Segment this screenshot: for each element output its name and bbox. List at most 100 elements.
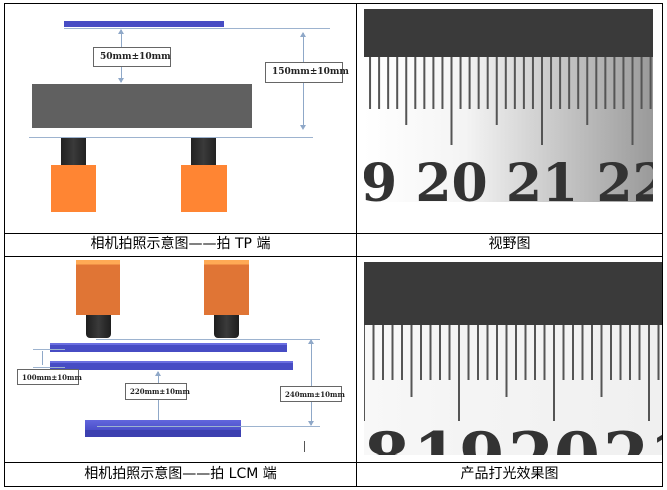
ruler-tick (568, 57, 571, 109)
ruler-tick (649, 57, 652, 109)
ruler-tick (629, 325, 631, 380)
ruler-number: 19 (364, 153, 397, 202)
ruler-tick (534, 325, 536, 380)
ruler-number: 22 (596, 153, 653, 202)
guide-line (33, 367, 65, 368)
camera-body (51, 165, 96, 212)
ruler-tick (515, 325, 517, 380)
ruler-tick (486, 57, 489, 109)
ruler-tick (441, 57, 444, 109)
ruler-tick (391, 325, 394, 380)
table-border (356, 3, 357, 487)
ruler-tick (477, 57, 480, 109)
middle-label: 220mm±10mm (125, 383, 190, 400)
gap-label: 50mm±10mm (93, 47, 171, 67)
ruler-tick (423, 57, 426, 109)
table-border (4, 462, 663, 463)
table-border (4, 3, 663, 4)
ruler-tick (595, 57, 598, 109)
ruler-tick (467, 325, 470, 380)
ruler-tick (591, 325, 593, 380)
ruler-tick (631, 57, 634, 145)
gap-label: 100mm±10mm (17, 369, 82, 385)
ruler-tick (613, 57, 616, 109)
camera-lens (191, 138, 216, 165)
ruler-tick (524, 325, 527, 380)
caption-tp: 相机拍照示意图——拍 TP 端 (90, 236, 271, 252)
ruler-tick (364, 325, 365, 421)
ruler-dark-edge (364, 262, 662, 325)
ruler-number: 20 (508, 418, 600, 455)
arrow-head-icon (118, 29, 124, 34)
lcm-panel (50, 361, 293, 370)
ruler-tick (496, 325, 498, 380)
ruler-tick (577, 57, 580, 109)
table-border (4, 233, 663, 234)
module-block (32, 84, 252, 128)
dimension-arrow (311, 340, 312, 425)
caption-fov: 视野图 (488, 236, 531, 252)
tp-panel (64, 21, 224, 27)
field-of-view-photo: 19 20 21 22 (364, 9, 653, 202)
arrow-head-icon (308, 421, 314, 426)
ruler-tick (586, 57, 589, 125)
table-border (4, 486, 663, 487)
ruler-tick (468, 57, 471, 109)
ruler-tick (622, 57, 625, 109)
ruler-tick (477, 325, 479, 380)
ruler-tick (648, 325, 650, 421)
ruler-number: 19 (413, 418, 505, 455)
ruler-tick (439, 325, 441, 380)
ruler-tick (531, 57, 534, 109)
caption-lighting: 产品打光效果图 (460, 466, 559, 482)
ruler-tick (562, 325, 565, 380)
ruler-tick (448, 325, 451, 380)
ruler-tick (657, 325, 660, 380)
guide-line (97, 426, 320, 427)
ruler-tick (450, 57, 453, 145)
guide-line (33, 349, 65, 350)
camera-lens (86, 315, 111, 338)
ruler-number: 21 (506, 153, 578, 202)
ruler-tick (369, 57, 372, 109)
ruler-tick (429, 325, 432, 380)
arrow-head-icon (300, 32, 306, 37)
total-label: 150mm±10mm (265, 62, 349, 83)
ruler-tick (581, 325, 584, 380)
arrow-head-icon (118, 78, 124, 83)
ruler-tick (638, 325, 641, 380)
arrow-head-icon (300, 125, 306, 130)
ruler-tick (600, 325, 603, 397)
ruler-tick (459, 57, 462, 109)
camera-body (204, 260, 249, 315)
ruler-tick (610, 325, 612, 380)
ruler-tick (458, 325, 460, 421)
ruler-tick (522, 57, 525, 109)
ruler-tick (550, 57, 553, 109)
ruler-tick (640, 57, 643, 109)
ruler-dark-edge (364, 9, 653, 57)
ruler-tick (505, 325, 508, 397)
cursor-mark (304, 441, 305, 452)
ruler-number: 20 (415, 153, 487, 202)
bottom-panel (85, 420, 241, 437)
lcm-panel (50, 343, 287, 352)
table-border (662, 3, 663, 487)
guide-line (64, 28, 330, 29)
ruler-tick (541, 57, 543, 145)
arrow-head-icon (308, 339, 314, 344)
table-border (4, 256, 663, 257)
ruler-tick (486, 325, 489, 380)
ruler-tick (387, 57, 390, 109)
ruler-tick (420, 325, 422, 380)
ruler-number: 21 (603, 418, 662, 455)
ruler-tick (504, 57, 507, 109)
ruler-tick (559, 57, 562, 109)
table-border (4, 3, 5, 487)
ruler-number: 18 (364, 418, 410, 455)
ruler-tick (372, 325, 375, 380)
ruler-tick (553, 325, 555, 421)
ruler-tick (619, 325, 622, 380)
caption-lcm: 相机拍照示意图——拍 LCM 端 (84, 466, 277, 482)
camera-body (76, 260, 120, 315)
